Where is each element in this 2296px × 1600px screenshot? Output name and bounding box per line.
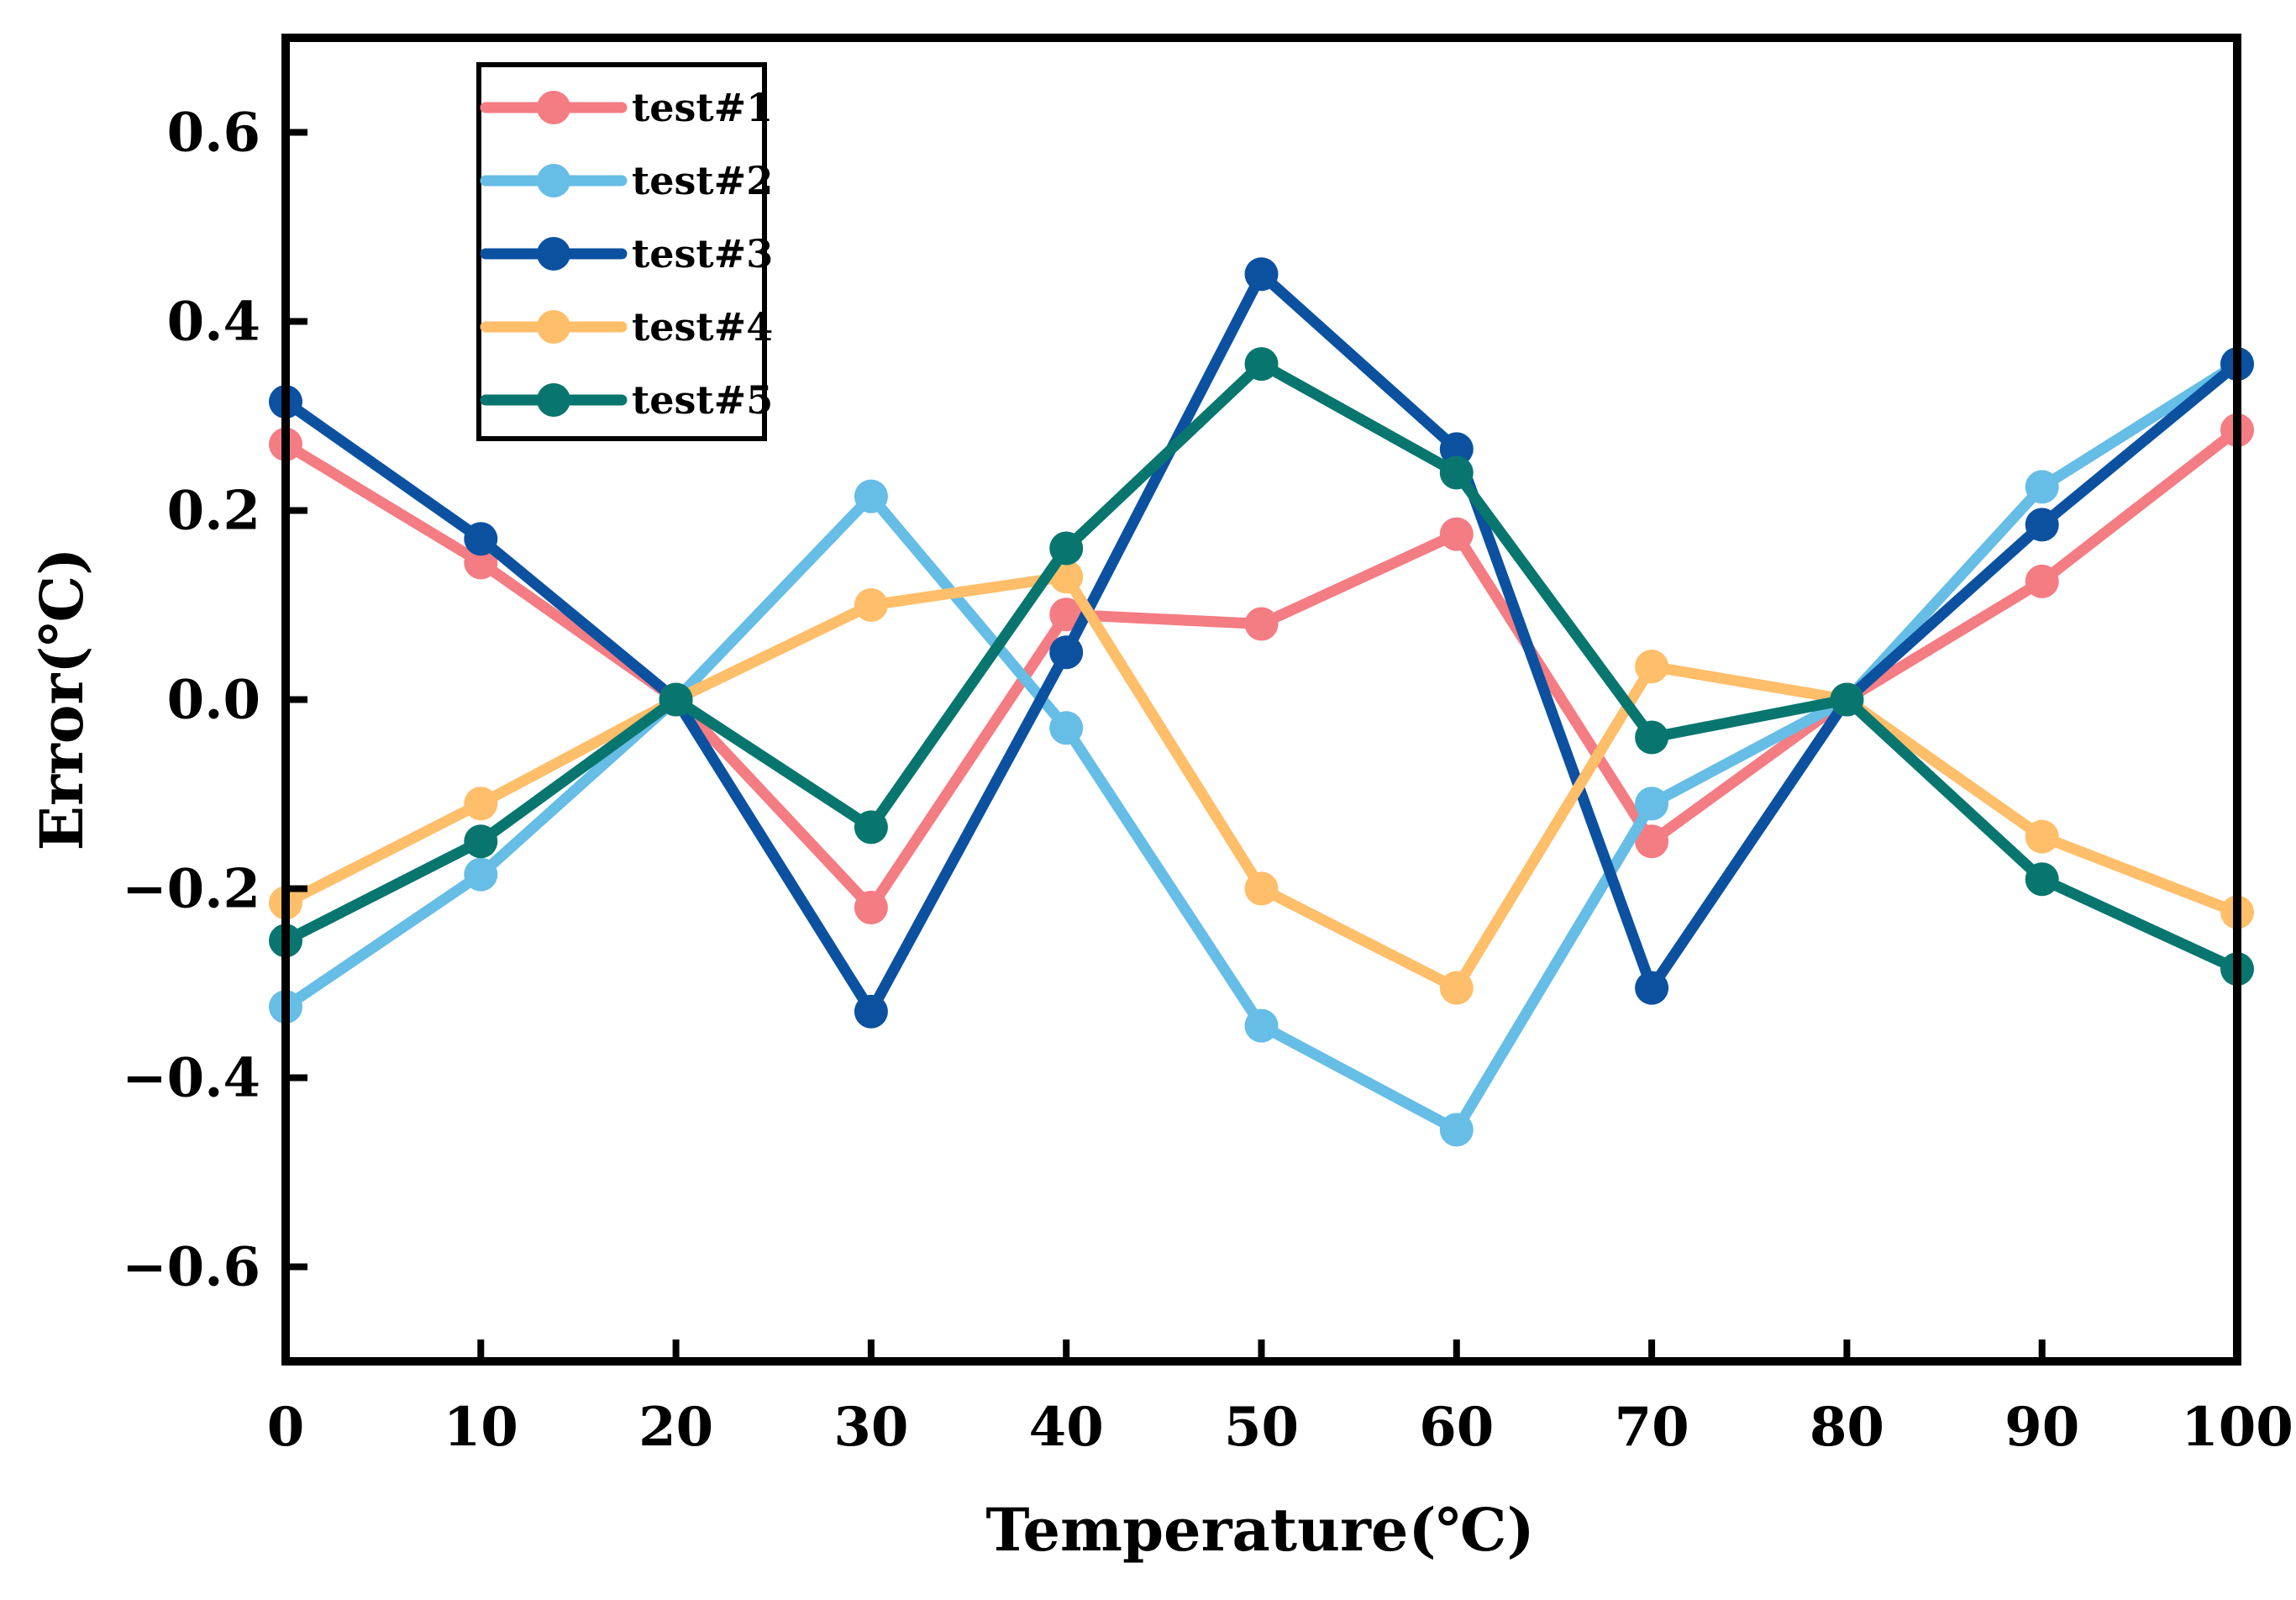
x-tick-label: 80 <box>1810 1396 1884 1459</box>
data-point-test-4 <box>1635 650 1669 684</box>
data-point-test-2 <box>1049 711 1084 745</box>
legend-label: test#1 <box>632 85 773 130</box>
x-tick-label: 30 <box>833 1396 908 1459</box>
data-point-test-3 <box>1244 257 1279 292</box>
legend-item-test-3: test#3 <box>480 231 773 276</box>
y-tick-label: 0.2 <box>167 480 260 543</box>
data-point-test-4 <box>2025 819 2059 854</box>
x-tick-label: 20 <box>638 1396 713 1459</box>
data-point-test-5 <box>1439 455 1474 490</box>
legend-label: test#2 <box>632 158 773 203</box>
legend: test#1 test#2 test#3 test#4 test#5 <box>476 62 773 441</box>
y-tick-label: −0.4 <box>122 1047 260 1110</box>
data-point-test-3 <box>1049 635 1084 670</box>
data-point-test-5 <box>1830 682 1864 717</box>
data-point-test-4 <box>464 787 498 821</box>
y-tick-label: 0.6 <box>167 102 260 165</box>
data-point-test-3 <box>2025 508 2059 542</box>
x-tick-label: 10 <box>444 1396 518 1459</box>
series-test-1 <box>269 413 2254 924</box>
data-point-test-2 <box>1439 1113 1474 1147</box>
y-tick-label: 0.4 <box>167 291 260 354</box>
data-point-test-2 <box>2025 470 2059 504</box>
legend-label: test#3 <box>632 231 773 276</box>
data-point-test-3 <box>1635 971 1669 1005</box>
data-point-test-3 <box>854 994 888 1029</box>
y-tick-label: −0.2 <box>122 858 260 921</box>
data-point-test-3 <box>1439 432 1474 466</box>
series-test-5 <box>269 347 2254 987</box>
data-point-test-4 <box>1439 971 1474 1005</box>
data-point-test-1 <box>1049 597 1084 632</box>
legend-item-test-1: test#1 <box>480 85 773 130</box>
data-point-test-5 <box>659 682 693 717</box>
x-tick-label: 0 <box>267 1396 305 1459</box>
y-axis: 0.6 0.4 0.2 0.0 −0.2 −0.4 −0.6 <box>122 102 307 1299</box>
legend-item-test-2: test#2 <box>480 158 773 203</box>
series-test-3 <box>269 257 2254 1029</box>
x-tick-label: 50 <box>1224 1396 1299 1459</box>
legend-marker-swatch <box>537 383 570 417</box>
data-point-test-4 <box>854 588 888 622</box>
x-axis-title: Temperature(℃) <box>985 1495 1534 1565</box>
legend-marker-swatch <box>537 237 570 271</box>
x-tick-label: 40 <box>1029 1396 1104 1459</box>
x-tick-label: 70 <box>1615 1396 1689 1459</box>
data-point-test-1 <box>854 891 888 924</box>
x-tick-label: 90 <box>2004 1396 2079 1459</box>
data-point-test-2 <box>1244 1008 1279 1043</box>
legend-marker-swatch <box>537 164 570 197</box>
data-point-test-5 <box>854 810 888 845</box>
data-point-test-4 <box>1244 871 1279 906</box>
x-axis: 0 10 20 30 40 50 60 70 80 90 100 <box>267 1339 2293 1459</box>
data-point-test-5 <box>1049 531 1084 566</box>
series-line-test-1 <box>280 424 2243 913</box>
data-point-test-1 <box>1439 517 1474 551</box>
series-layer <box>269 257 2254 1147</box>
data-point-test-5 <box>464 824 498 859</box>
legend-label: test#5 <box>632 377 773 423</box>
series-test-2 <box>269 347 2254 1147</box>
data-point-test-1 <box>2025 564 2059 598</box>
y-tick-label: 0.0 <box>167 669 260 732</box>
data-point-test-5 <box>2025 862 2059 897</box>
legend-item-test-5: test#5 <box>480 377 773 423</box>
data-point-test-2 <box>464 857 498 892</box>
data-point-test-3 <box>464 522 498 556</box>
legend-marker-swatch <box>537 310 570 344</box>
legend-marker-swatch <box>537 91 570 124</box>
data-point-test-5 <box>1635 720 1669 755</box>
legend-item-test-4: test#4 <box>480 304 773 350</box>
data-point-test-2 <box>854 479 888 513</box>
legend-label: test#4 <box>632 304 773 350</box>
data-point-test-1 <box>1244 607 1279 641</box>
data-point-test-1 <box>464 545 498 580</box>
y-axis-title: Error(℃) <box>27 548 97 851</box>
x-tick-label: 100 <box>2181 1396 2293 1459</box>
x-tick-label: 60 <box>1419 1396 1494 1459</box>
data-point-test-5 <box>1244 347 1279 382</box>
data-point-test-1 <box>1635 824 1669 859</box>
y-tick-label: −0.6 <box>122 1236 260 1299</box>
data-point-test-2 <box>1635 787 1669 821</box>
